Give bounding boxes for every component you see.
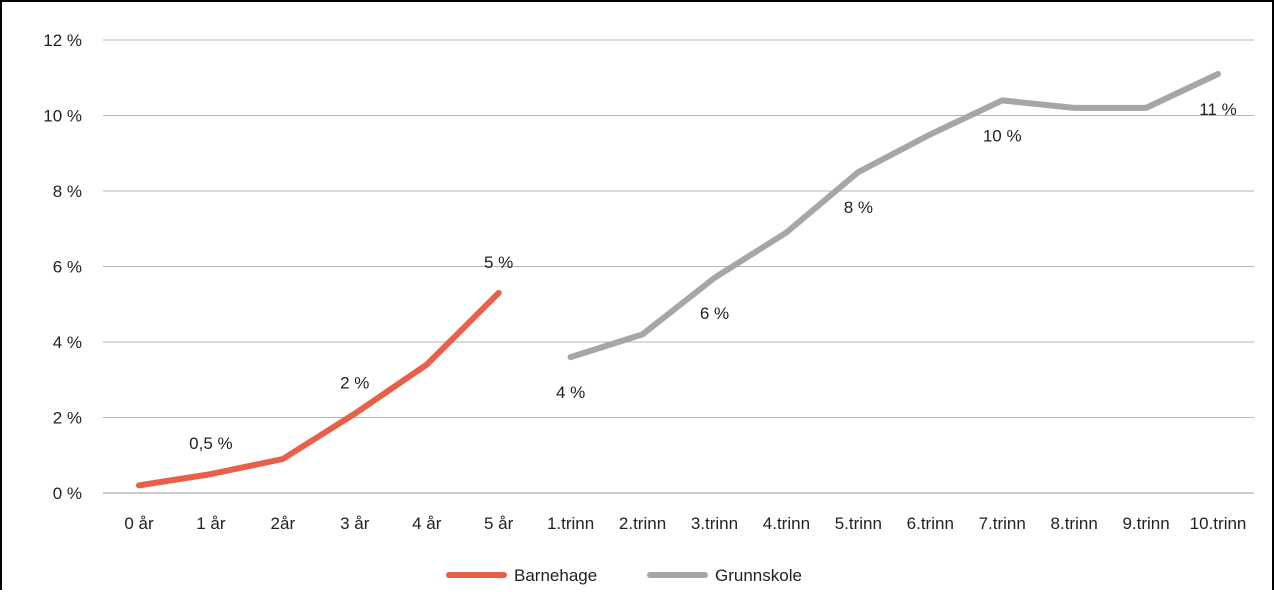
y-tick-label: 0 % [53,484,82,503]
x-tick-label: 0 år [124,514,154,533]
x-tick-label: 6.trinn [907,514,954,533]
x-tick-label: 2.trinn [619,514,666,533]
data-label: 8 % [844,198,873,217]
legend-label-barnehage: Barnehage [514,566,597,585]
x-tick-label: 3 år [340,514,370,533]
y-tick-label: 4 % [53,333,82,352]
y-tick-label: 10 % [43,107,82,126]
x-tick-label: 1 år [196,514,226,533]
x-tick-label: 10.trinn [1190,514,1247,533]
y-tick-label: 2 % [53,409,82,428]
x-tick-label: 5.trinn [835,514,882,533]
y-tick-label: 8 % [53,182,82,201]
x-tick-label: 4 år [412,514,442,533]
legend: Barnehage Grunnskole [446,566,802,585]
gridlines [103,39,1254,494]
data-label: 11 % [1199,100,1237,119]
y-axis: 0 % 2 % 4 % 6 % 8 % 10 % 12 % [43,31,82,503]
x-tick-label: 4.trinn [763,514,810,533]
data-label: 10 % [983,126,1022,145]
x-tick-label: 1.trinn [547,514,594,533]
x-tick-label: 3.trinn [691,514,738,533]
x-tick-label: 9.trinn [1122,514,1169,533]
x-tick-label: 8.trinn [1051,514,1098,533]
y-tick-label: 12 % [43,31,82,50]
data-label: 5 % [484,253,513,272]
data-label: 2 % [340,374,369,393]
x-tick-label: 2år [271,514,296,533]
series-lines [136,71,1221,489]
data-labels: 0,5 % 2 % 5 % 4 % 6 % 8 % 10 % 11 % [189,100,1237,453]
x-tick-label: 7.trinn [979,514,1026,533]
x-axis: 0 år 1 år 2år 3 år 4 år 5 år 1.trinn 2.trinn 3.t… [124,514,1246,533]
series-line-grunnskole [567,71,1221,361]
data-label: 4 % [556,383,585,402]
y-tick-label: 6 % [53,258,82,277]
x-tick-label: 5 år [484,514,514,533]
data-label: 0,5 % [189,434,232,453]
legend-label-grunnskole: Grunnskole [715,566,802,585]
data-label: 6 % [700,304,729,323]
series-line-barnehage [136,289,502,489]
